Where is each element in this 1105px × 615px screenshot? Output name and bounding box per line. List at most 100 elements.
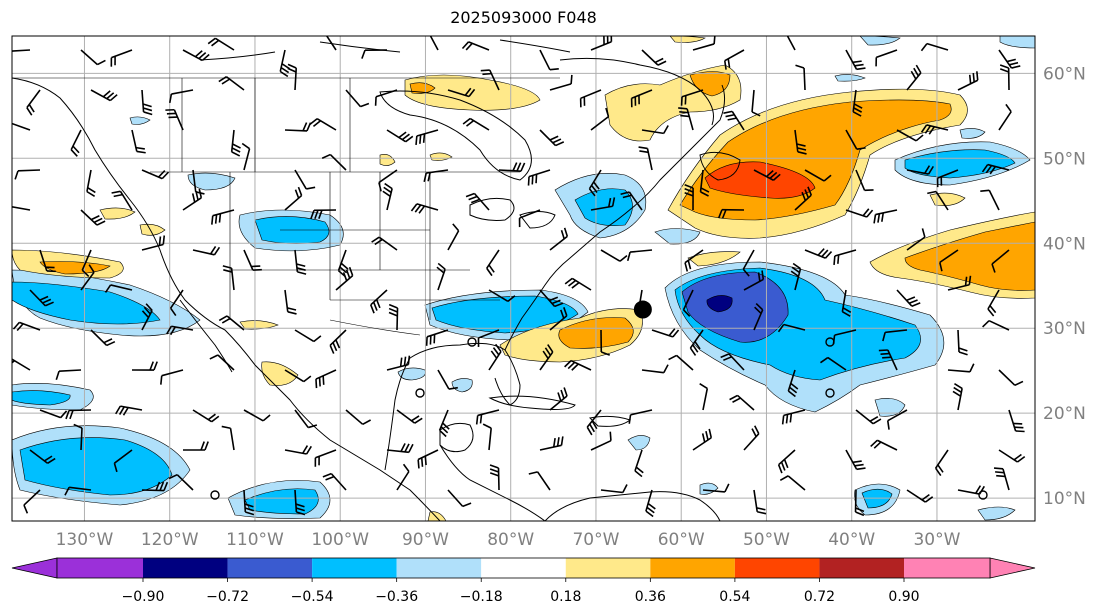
wind-barb — [438, 409, 450, 438]
wind-barb — [314, 449, 337, 467]
atlantic-coast — [504, 84, 726, 351]
wind-barb — [998, 103, 1012, 131]
wind-barb — [436, 262, 446, 291]
lon-tick-label: 120°W — [141, 530, 199, 550]
wind-barb — [141, 303, 153, 331]
positive-anomaly-region — [904, 221, 1035, 291]
wind-barb — [1008, 409, 1025, 433]
wind-barb — [586, 409, 602, 436]
wind-barb — [12, 122, 31, 131]
wind-barb — [437, 369, 458, 390]
wind-barb — [590, 36, 613, 51]
wind-barb — [720, 353, 745, 371]
negative-anomaly-region — [187, 172, 236, 191]
wind-barb — [845, 49, 866, 71]
wind-barb — [110, 49, 133, 67]
positive-anomaly-region — [379, 154, 396, 166]
wind-barb — [64, 486, 92, 496]
wind-barb — [429, 36, 439, 51]
wind-barb — [294, 249, 307, 275]
wind-barb — [689, 329, 704, 356]
wind-barb — [322, 472, 347, 491]
wind-barb — [936, 169, 959, 188]
political-borders — [12, 77, 560, 336]
wind-barb — [620, 191, 643, 211]
lat-tick-label: 40°N — [1043, 234, 1086, 254]
wind-barb — [86, 169, 96, 197]
colorbar-segment — [227, 558, 313, 578]
wind-barb — [90, 89, 118, 102]
wind-barb — [794, 129, 807, 155]
wind-barb — [141, 481, 169, 492]
positive-anomaly-region — [239, 320, 279, 330]
negative-anomaly-region — [12, 390, 71, 406]
wind-barb — [641, 125, 669, 135]
wind-barb — [294, 169, 316, 190]
wind-barb — [998, 49, 1021, 69]
wind-barb — [579, 89, 602, 108]
negative-anomaly-region — [627, 435, 651, 451]
wind-barb — [168, 473, 194, 491]
lon-tick-label: 30°W — [913, 530, 960, 550]
wind-barb — [870, 439, 898, 451]
lat-tick-label: 60°N — [1043, 64, 1086, 84]
wind-barb — [590, 431, 612, 451]
wind-barb — [753, 169, 781, 181]
wind-barb — [564, 277, 592, 291]
wind-barb — [489, 464, 500, 491]
wind-barb — [875, 49, 898, 67]
lon-tick-label: 60°W — [658, 530, 705, 550]
wind-barb — [684, 184, 694, 211]
wind-barb — [518, 209, 541, 228]
wind-barb — [361, 49, 388, 59]
wind-barb — [820, 356, 847, 371]
wind-barb — [309, 118, 337, 131]
wind-barb — [12, 358, 31, 371]
calm-circle — [978, 490, 988, 500]
wind-barb — [539, 344, 554, 371]
wind-barb — [699, 382, 709, 411]
wind-barb — [475, 409, 500, 425]
wind-barb — [26, 89, 41, 116]
map-gridlines — [12, 36, 1035, 521]
wind-barb — [717, 208, 745, 219]
negative-anomaly-region — [654, 228, 701, 245]
wind-barb — [294, 329, 322, 343]
calm-circle — [825, 337, 835, 347]
colorbar: −0.90 −0.72 −0.54 −0.36 −0.18 0.18 0.36 0.54 0.7… — [11, 557, 1036, 605]
wind-barb — [115, 405, 143, 416]
negative-anomaly-region — [397, 367, 426, 381]
wind-barb — [795, 64, 806, 91]
wind-barb — [165, 108, 184, 131]
wind-barb — [804, 169, 832, 182]
newfoundland — [699, 151, 741, 181]
wind-barb — [345, 409, 371, 426]
wind-barb — [370, 289, 388, 314]
wind-barb — [590, 107, 610, 131]
negative-anomaly-region — [834, 74, 866, 82]
central-america — [439, 444, 546, 521]
wind-barb — [447, 489, 472, 508]
negative-anomaly-region — [959, 128, 986, 139]
wind-barb — [626, 249, 653, 261]
anomaly-shading — [12, 36, 1035, 521]
wind-barb — [168, 89, 194, 104]
colorbar-tick-label: −0.72 — [206, 589, 249, 605]
wind-barb — [12, 321, 41, 332]
hudson-bay — [379, 90, 532, 181]
wind-barb — [702, 483, 730, 493]
wind-barb — [131, 361, 158, 371]
wind-barb — [169, 289, 184, 317]
wind-barb — [957, 71, 979, 91]
calm-wind-markers — [210, 337, 988, 500]
longitude-labels: 130°W 120°W 110°W 100°W 90°W 80°W 70°W 60°W 50°W… — [56, 530, 961, 550]
lat-tick-label: 10°N — [1043, 489, 1086, 509]
wind-barb — [743, 425, 760, 451]
wind-barb — [192, 246, 221, 256]
negative-anomaly-region — [977, 506, 1016, 521]
wind-barb — [699, 169, 710, 197]
negative-anomaly-region — [874, 398, 906, 417]
wind-barb — [166, 325, 194, 336]
wind-barb — [230, 129, 241, 157]
map-frame — [11, 35, 1036, 522]
